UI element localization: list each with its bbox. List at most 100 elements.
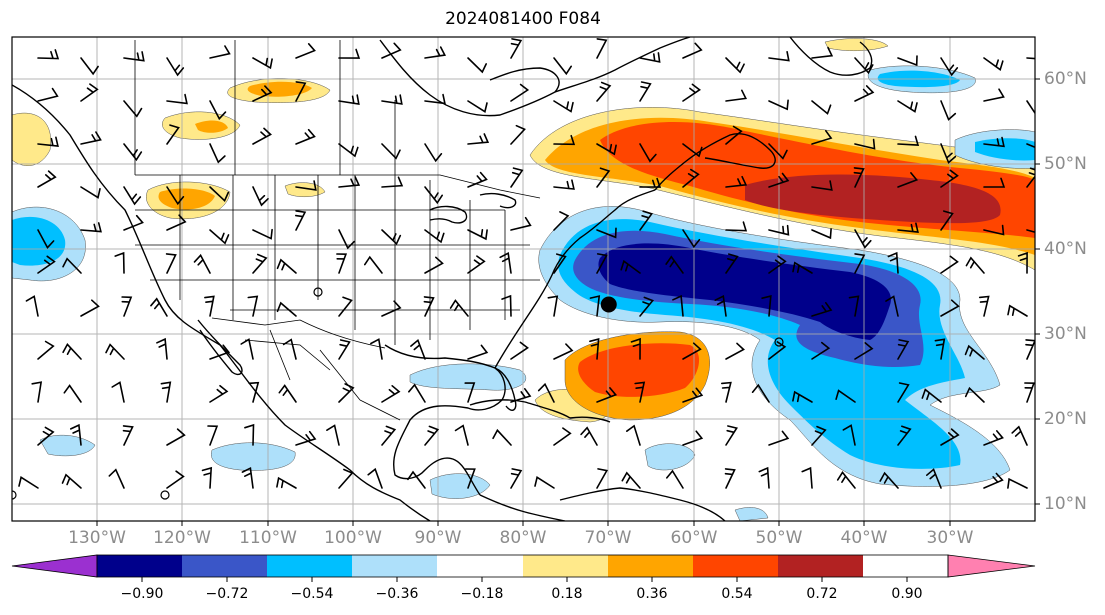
wind-barb bbox=[897, 339, 910, 360]
wind-barb bbox=[295, 81, 307, 102]
wind-barb bbox=[1007, 304, 1028, 317]
wind-barb bbox=[499, 251, 512, 274]
wind-barb bbox=[381, 42, 402, 59]
wind-barb bbox=[589, 338, 600, 360]
wind-barb bbox=[244, 423, 255, 446]
coastline-labrador bbox=[554, 37, 691, 93]
border-us-mexico bbox=[211, 317, 386, 349]
wind-barb bbox=[501, 294, 512, 317]
wind-barb bbox=[626, 424, 641, 446]
wind-barb bbox=[879, 471, 899, 489]
anomaly-contour-tropical-pacific-negative bbox=[210, 442, 296, 471]
wind-barb bbox=[768, 99, 789, 111]
wind-barb bbox=[166, 214, 187, 231]
wind-barb bbox=[682, 168, 700, 188]
wind-barb bbox=[854, 85, 875, 102]
wind-barb bbox=[553, 427, 572, 446]
wind-barb bbox=[666, 469, 684, 489]
wind-barb bbox=[682, 387, 704, 403]
longitude-label: 60°W bbox=[670, 528, 718, 548]
wind-barb bbox=[381, 385, 401, 403]
wind-barb bbox=[768, 51, 790, 62]
anomaly-contour-pacific-nw-positive-core bbox=[195, 120, 228, 133]
anomaly-contour-atlantic-negative-small-2 bbox=[734, 507, 769, 521]
wind-barb bbox=[408, 383, 426, 403]
wind-barb bbox=[811, 302, 833, 317]
wind-barb bbox=[885, 295, 899, 317]
wind-barb bbox=[37, 255, 56, 274]
wind-barb bbox=[510, 388, 532, 403]
wind-barb bbox=[768, 143, 788, 160]
colorbar-segment bbox=[693, 555, 778, 577]
wind-barb bbox=[424, 256, 444, 274]
wind-barb bbox=[1007, 477, 1028, 489]
station-marker-3 bbox=[160, 490, 170, 500]
wind-barb bbox=[553, 211, 570, 231]
wind-barb bbox=[252, 186, 269, 207]
wind-barb bbox=[123, 186, 142, 206]
wind-barb bbox=[381, 176, 404, 188]
wind-barb bbox=[811, 228, 832, 240]
wind-barb bbox=[553, 253, 567, 274]
wind-barb bbox=[123, 100, 143, 118]
wind-barb bbox=[553, 134, 576, 146]
colorbar-extend-max bbox=[947, 554, 1036, 578]
wind-barb bbox=[209, 384, 229, 403]
wind-barb bbox=[751, 383, 770, 403]
coastlines bbox=[12, 37, 873, 521]
wind-barb bbox=[338, 143, 359, 158]
wind-barb bbox=[209, 186, 230, 203]
latitude-label: 30°N bbox=[1044, 324, 1087, 344]
wind-barb bbox=[768, 172, 790, 188]
anomaly-contour-canada-positive-core bbox=[247, 81, 312, 97]
wind-barb bbox=[108, 468, 125, 489]
wind-barb bbox=[792, 390, 813, 403]
wind-barb bbox=[121, 296, 133, 317]
wind-barb bbox=[897, 135, 920, 146]
wind-barb bbox=[338, 339, 351, 360]
wind-barb bbox=[547, 295, 559, 317]
wind-barb bbox=[940, 210, 954, 231]
latitude-label: 10°N bbox=[1044, 494, 1087, 514]
wind-barb bbox=[853, 167, 865, 188]
anomaly-contour-atlantic-negative-small bbox=[644, 443, 696, 471]
wind-barb bbox=[295, 128, 316, 145]
wind-barb bbox=[252, 253, 268, 274]
colorbar-segment bbox=[267, 555, 352, 577]
station-marker-1 bbox=[313, 287, 323, 297]
wind-barb bbox=[836, 471, 856, 489]
wind-barb bbox=[758, 466, 770, 489]
wind-barb bbox=[295, 430, 317, 446]
wind-barb bbox=[1024, 382, 1035, 403]
colorbar-segment bbox=[97, 555, 182, 577]
wind-barb bbox=[80, 83, 99, 102]
colorbar-tick-label: 0.36 bbox=[636, 586, 668, 602]
station-marker-4 bbox=[12, 490, 17, 500]
coastline-great-lakes bbox=[429, 205, 468, 224]
wind-barb bbox=[634, 381, 646, 403]
wind-barb bbox=[467, 229, 488, 241]
wind-barb bbox=[252, 57, 273, 70]
wind-barb bbox=[282, 338, 297, 360]
colorbar-segment bbox=[778, 555, 863, 577]
wind-barb bbox=[887, 251, 899, 274]
wind-barb bbox=[111, 381, 125, 403]
wind-barb bbox=[589, 295, 601, 317]
colorbar-segment bbox=[437, 555, 523, 577]
wind-barb bbox=[510, 167, 524, 188]
colorbar-tick-label: −0.36 bbox=[375, 586, 419, 602]
wind-barb bbox=[1026, 100, 1035, 115]
coastline-greenland bbox=[789, 37, 873, 76]
wind-barb bbox=[768, 255, 787, 274]
latitude-label: 60°N bbox=[1044, 69, 1087, 89]
colorbar-tick-label: −0.72 bbox=[205, 586, 249, 602]
latitude-label: 50°N bbox=[1044, 154, 1087, 174]
wind-barb bbox=[80, 299, 100, 317]
coastline-baja-california bbox=[197, 319, 243, 376]
wind-barb bbox=[983, 88, 1005, 102]
wind-barb bbox=[983, 472, 1004, 489]
wind-barb bbox=[983, 177, 1006, 188]
wind-barb bbox=[166, 186, 185, 206]
wind-barb bbox=[240, 338, 254, 360]
wind-barb bbox=[467, 171, 488, 188]
